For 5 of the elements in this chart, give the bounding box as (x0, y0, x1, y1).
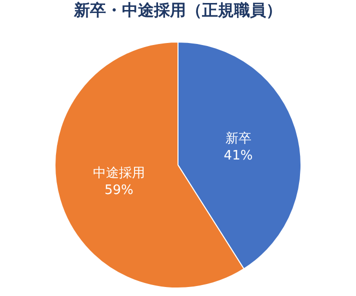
slice-label: 新卒 (225, 132, 252, 147)
slice-label: 中途採用 (92, 166, 145, 182)
chart-title: 新卒・中途採用（正規職員） (73, 0, 282, 20)
data-label: 41% (224, 148, 253, 164)
data-label: 59% (104, 183, 134, 198)
